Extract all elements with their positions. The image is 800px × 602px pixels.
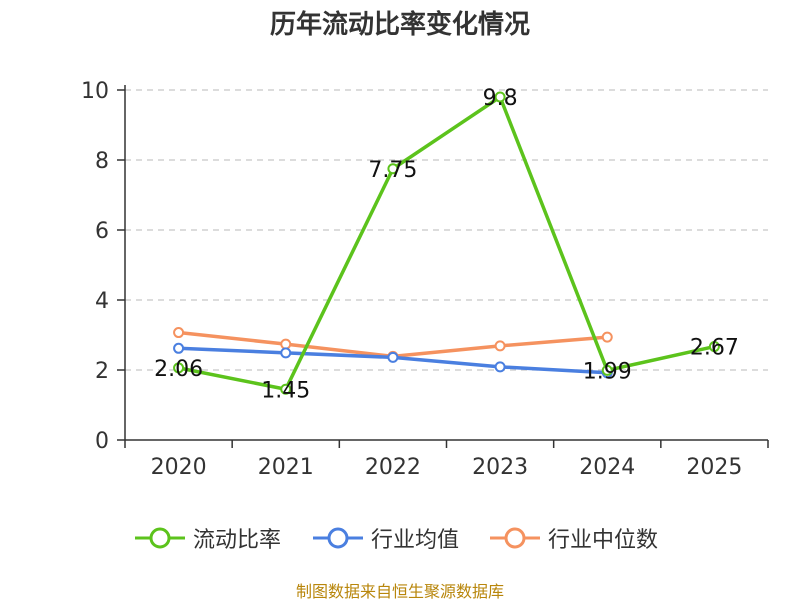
data-point [387,163,399,175]
data-labels: 2.06 1.45 7.75 9.8 1.99 2.67 [154,86,739,403]
x-tick-label: 2020 [151,455,207,480]
green-line-circle-icon [135,527,185,549]
x-tick-label: 2021 [258,455,314,480]
y-tick-label: 10 [81,79,109,104]
x-tick-label: 2022 [365,455,421,480]
orange-line-circle-icon [490,527,540,549]
data-label: 2.67 [690,336,739,361]
data-point [601,331,613,343]
y-tick-label: 8 [95,149,109,174]
data-point [494,361,506,373]
data-label: 9.8 [483,86,518,111]
legend-item-industry-mean[interactable]: 行业均值 [313,520,459,556]
data-label: 2.06 [154,357,203,382]
legend: 流动比率 行业均值 行业中位数 [0,520,800,556]
legend-item-industry-median[interactable]: 行业中位数 [490,520,658,556]
data-point [173,342,185,354]
data-point [280,338,292,350]
series-line [178,95,715,391]
data-label: 1.45 [261,378,310,403]
series [173,91,720,395]
data-point [601,364,613,376]
x-tick-label: 2024 [579,455,635,480]
data-point [494,340,506,352]
x-tick-label: 2023 [472,455,528,480]
axes: 0 2 4 6 8 10 2020 2021 2022 2023 2024 2025 [81,79,769,480]
gridlines [125,89,768,371]
data-point [280,383,292,395]
y-tick-label: 4 [95,289,109,314]
legend-item-current-ratio[interactable]: 流动比率 [135,520,281,556]
data-point [280,347,292,359]
blue-line-circle-icon [313,527,363,549]
data-point [494,91,506,103]
legend-label: 流动比率 [193,528,282,553]
data-label: 7.75 [368,158,417,183]
data-label: 1.99 [583,359,632,384]
data-point [173,327,185,339]
data-point [708,341,720,353]
data-point [173,362,185,374]
legend-label: 行业均值 [371,528,460,553]
source-note: 制图数据来自恒生聚源数据库 [295,582,504,601]
y-tick-label: 6 [95,219,109,244]
y-tick-label: 2 [95,359,109,384]
chart-title: 历年流动比率变化情况 [269,10,530,40]
x-tick-label: 2025 [686,455,742,480]
legend-label: 行业中位数 [548,528,659,553]
data-point [387,351,399,363]
y-tick-label: 0 [95,429,109,454]
